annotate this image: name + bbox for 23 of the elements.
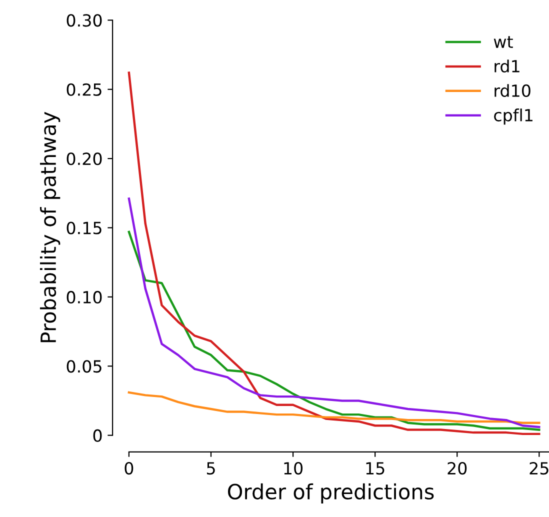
legend-label: wt — [494, 36, 513, 48]
y-tick-label: 0 — [93, 429, 102, 442]
y-tick-label: 0.15 — [66, 222, 102, 234]
x-tick-label: 25 — [530, 462, 548, 475]
line-series — [128, 198, 540, 428]
line-series — [128, 391, 540, 424]
line-series — [128, 72, 540, 436]
legend-label: rd10 — [494, 84, 530, 97]
x-tick-label: 0 — [124, 462, 134, 475]
legend-label: cpfl1 — [494, 108, 532, 125]
y-tick-label: 0.10 — [66, 290, 102, 304]
x-tick-label: 15 — [366, 462, 384, 475]
y-tick-label: 0.25 — [66, 83, 102, 96]
y-axis-title: Probability of pathway — [40, 112, 60, 342]
y-tick-label: 0.20 — [66, 152, 102, 166]
x-tick-label: 10 — [284, 462, 303, 475]
legend-label: rd1 — [494, 60, 520, 73]
x-tick-label: 20 — [448, 462, 467, 475]
y-tick-label: 0.05 — [66, 360, 102, 373]
x-axis-title: Order of predictions — [228, 483, 434, 504]
line-series — [128, 230, 540, 431]
y-tick-label: 0.30 — [66, 14, 102, 27]
x-tick-label: 5 — [206, 462, 215, 475]
